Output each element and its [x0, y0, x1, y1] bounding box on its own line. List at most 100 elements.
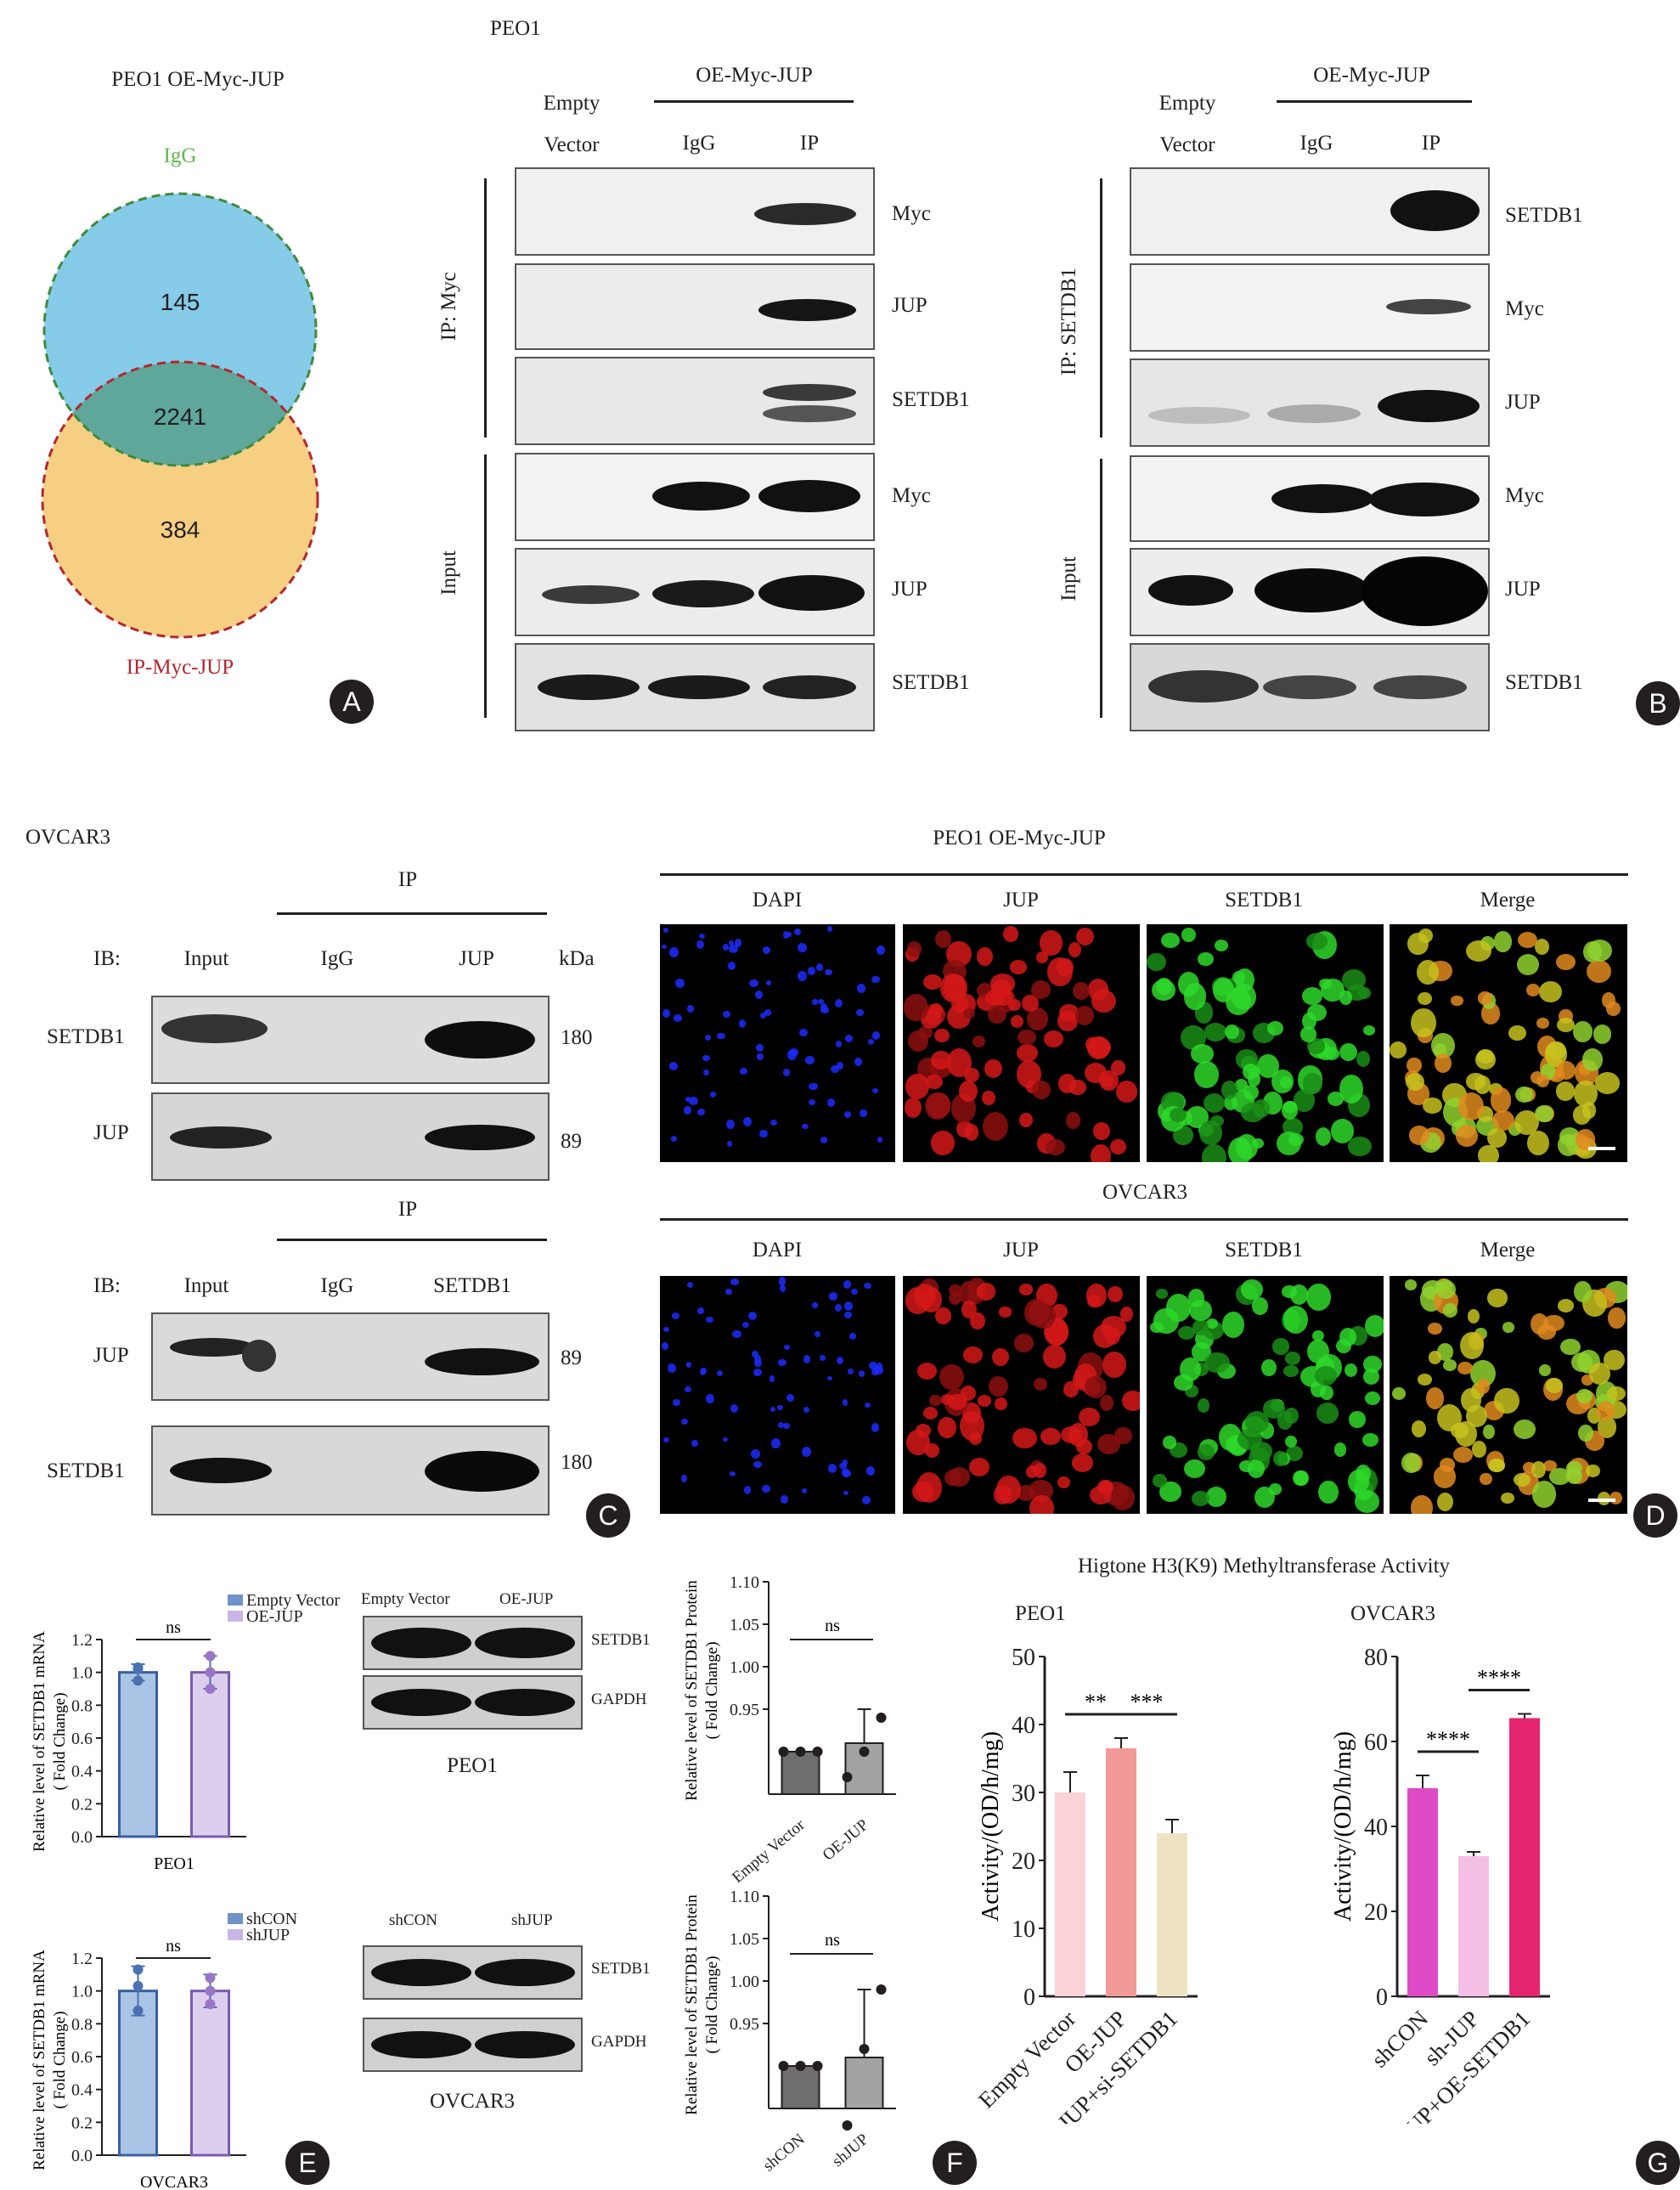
cell-dot	[829, 1292, 837, 1300]
cell-dot	[1152, 979, 1175, 1001]
e-peo1-bar-0	[120, 1673, 157, 1837]
cell-dot	[925, 1092, 950, 1120]
badge-g: G	[1636, 2141, 1680, 2185]
cell-dot	[1429, 1351, 1442, 1364]
cell-dot	[1122, 1391, 1140, 1411]
cell-dot	[1194, 1061, 1218, 1088]
cell-dot	[1501, 1493, 1514, 1504]
badge-d: D	[1633, 1493, 1677, 1538]
d-top-title: PEO1 OE-Myc-JUP	[933, 827, 1105, 850]
cell-dot	[777, 1405, 783, 1411]
badge-a: A	[330, 680, 374, 724]
cell-dot	[1066, 1112, 1080, 1129]
cell-dot	[1536, 1075, 1549, 1087]
e-peo1-ytick-label-5: 1.0	[71, 1664, 93, 1683]
cell-dot	[1483, 1425, 1495, 1439]
cell-dot	[1539, 981, 1562, 1002]
cell-dot	[808, 967, 815, 975]
b-right-side-input: Input	[1057, 556, 1081, 601]
cell-dot	[1079, 1408, 1099, 1426]
cell-dot	[1210, 1115, 1224, 1127]
f-top-point-1-1	[860, 1747, 870, 1757]
g-peo1-sig-text-1: ***	[1130, 1690, 1164, 1714]
cell-dot	[1578, 1425, 1593, 1442]
cell-dot	[1228, 1137, 1252, 1162]
cell-dot	[1058, 1074, 1076, 1093]
cell-dot	[1102, 1352, 1126, 1378]
cell-dot	[751, 1449, 760, 1459]
cell-dot	[905, 1098, 922, 1118]
c-bottom-col-2: IgG	[321, 1274, 354, 1298]
cell-dot	[1261, 1359, 1277, 1376]
cell-dot	[1480, 1473, 1491, 1485]
f-bottom-ylabel: Relative level of SETDB1 Protein	[683, 1894, 701, 2115]
cell-dot	[864, 1283, 871, 1289]
cell-dot	[1362, 1433, 1378, 1447]
c-top-ib: IB:	[93, 947, 121, 971]
d-top-setdb1-image	[1147, 924, 1384, 1162]
cell-dot	[935, 930, 951, 948]
cell-dot	[1307, 1340, 1329, 1363]
cell-dot	[663, 928, 668, 933]
cell-dot	[1328, 1092, 1344, 1106]
cell-dot	[1026, 1465, 1038, 1478]
g-ovcar3-ytick-label-0: 0	[1376, 1984, 1388, 2011]
c-top-kda-1: 180	[561, 1026, 593, 1050]
venn-igg-label: IgG	[164, 144, 197, 168]
cell-dot	[1088, 979, 1109, 1001]
g-peo1-sig-text-0: **	[1085, 1690, 1107, 1714]
cell-dot	[1222, 1312, 1244, 1338]
b-left-blot-4	[515, 453, 875, 541]
cell-dot	[849, 1333, 857, 1340]
b-left-group: OE-Myc-JUP	[696, 64, 813, 87]
cell-dot	[827, 1376, 832, 1380]
cell-dot	[753, 1369, 762, 1377]
cell-dot	[908, 1030, 928, 1052]
cell-dot	[1018, 1030, 1036, 1045]
cell-dot	[663, 1437, 668, 1442]
d-bottom-ch-4: Merge	[1480, 1239, 1536, 1262]
e-ovcar3-blot-row-2: GAPDH	[591, 2033, 646, 2052]
e-ovcar3-blot-col-2: shJUP	[511, 1911, 553, 1930]
cell-dot	[700, 1369, 706, 1375]
c-bottom-col-3: SETDB1	[433, 1274, 511, 1298]
cell-dot	[1557, 1061, 1576, 1080]
cell-dot	[982, 1091, 995, 1105]
cell-dot	[1091, 1144, 1111, 1162]
cell-dot	[687, 1005, 695, 1013]
cell-dot	[1225, 1024, 1239, 1040]
b-right-blot-2	[1130, 263, 1490, 352]
cell-dot	[717, 1033, 724, 1039]
cell-dot	[860, 1109, 868, 1117]
f-bottom-sig-text: ns	[825, 1931, 840, 1950]
cell-dot	[1213, 978, 1234, 1002]
e-peo1-ytick-label-6: 1.2	[71, 1631, 93, 1650]
cell-dot	[848, 1369, 854, 1374]
cell-dot	[1163, 1436, 1176, 1448]
cell-dot	[1316, 1127, 1331, 1145]
cell-dot	[1586, 1465, 1600, 1477]
b-right-group: OE-Myc-JUP	[1313, 64, 1430, 87]
e-peo1-point-0-2	[133, 1662, 144, 1673]
d-top-dapi-image	[660, 924, 895, 1162]
f-bottom-ytick-label-2: 1.05	[730, 1930, 759, 1949]
cell-dot	[1156, 1289, 1168, 1299]
e-peo1-point-1-0	[206, 1684, 216, 1694]
cell-dot	[1443, 1359, 1457, 1371]
cell-dot	[1034, 1378, 1047, 1391]
cell-dot	[939, 1364, 965, 1390]
cell-dot	[1339, 991, 1352, 1005]
cell-dot	[1536, 1018, 1549, 1029]
cell-dot	[1324, 1047, 1339, 1060]
cell-dot	[1466, 940, 1491, 962]
cell-dot	[689, 1097, 698, 1105]
cell-dot	[755, 991, 763, 999]
cell-dot	[1003, 926, 1018, 941]
cell-dot	[845, 1035, 853, 1042]
cell-dot	[1365, 1391, 1380, 1405]
cell-dot	[1556, 1081, 1575, 1100]
cell-dot	[1508, 1025, 1526, 1041]
f-bottom-point-1-1	[860, 2044, 870, 2054]
cell-dot	[770, 1120, 777, 1126]
e-peo1-ytick-label-4: 0.8	[71, 1696, 93, 1715]
